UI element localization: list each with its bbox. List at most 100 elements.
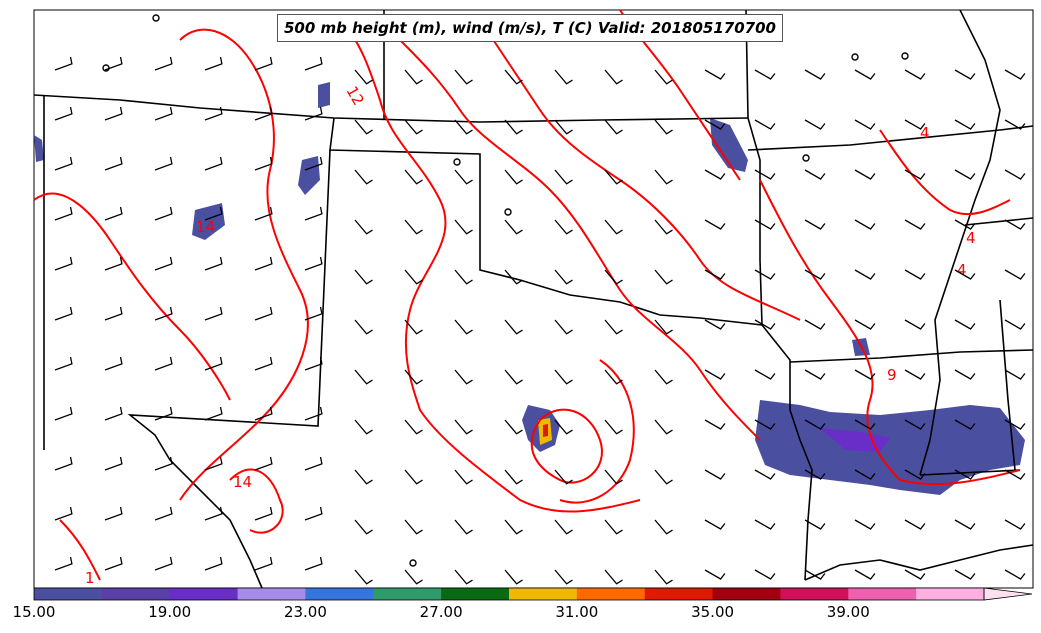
colorbar-segment	[780, 588, 849, 600]
colorbar-segment	[644, 588, 714, 600]
wind-barb	[454, 169, 473, 185]
wind-barbs	[54, 56, 1026, 585]
wind-barb	[954, 69, 976, 80]
wind-barb	[654, 519, 673, 535]
wind-barb	[254, 106, 273, 121]
station-marker	[152, 14, 160, 22]
wind-barb	[954, 319, 976, 330]
wind-barb	[604, 219, 623, 235]
wind-barb	[954, 569, 976, 580]
wind-barb	[654, 169, 673, 185]
wind-barb	[404, 469, 423, 485]
wind-barb	[104, 556, 123, 571]
wind-barb	[804, 269, 826, 280]
wind-barb	[654, 419, 673, 435]
wind-barb	[1004, 519, 1026, 530]
wind-barb	[54, 206, 73, 221]
wind-barb	[904, 569, 926, 580]
wind-barb	[354, 519, 373, 535]
wind-barb	[854, 319, 876, 330]
wind-barb	[754, 119, 776, 130]
wind-barb	[654, 269, 673, 285]
wind-barb	[904, 119, 926, 130]
contour-line-2	[179, 28, 309, 501]
wind-barb	[704, 419, 726, 430]
wind-barb	[554, 469, 573, 485]
wind-barb	[654, 119, 673, 135]
wind-barb	[954, 269, 976, 280]
station-marker	[453, 158, 461, 166]
wind-barb	[54, 256, 73, 271]
gulf-coast	[804, 544, 1034, 581]
wind-barb	[404, 369, 423, 385]
wind-barb	[854, 569, 876, 580]
wind-barb	[404, 419, 423, 435]
wind-barb	[54, 56, 73, 71]
wind-barb	[354, 169, 373, 185]
wind-barb	[804, 119, 826, 130]
border-missouri-west	[747, 117, 763, 326]
border-tennessee	[964, 217, 1034, 226]
wind-barb	[204, 556, 223, 571]
wind-barb	[604, 419, 623, 435]
wind-barb	[1004, 69, 1026, 80]
wind-barb	[154, 306, 173, 321]
shaded-region-colorado	[298, 156, 320, 195]
wind-barb	[204, 506, 223, 521]
wind-barb	[54, 356, 73, 371]
wind-barb	[704, 69, 726, 80]
wind-barb	[554, 269, 573, 285]
wind-barb	[854, 219, 876, 230]
wind-barb	[654, 569, 673, 585]
wind-barb	[754, 169, 776, 180]
wind-barb	[654, 369, 673, 385]
wind-barb	[254, 356, 273, 371]
wind-barb	[204, 106, 223, 121]
wind-barb	[754, 569, 776, 580]
colorbar-segment	[373, 588, 442, 600]
wind-barb	[854, 419, 876, 430]
wind-barb	[554, 69, 573, 85]
wind-barb	[304, 56, 323, 71]
wind-barb	[904, 519, 926, 530]
wind-barb	[704, 469, 726, 480]
wind-barb	[404, 519, 423, 535]
colorbar-tick-label: 39.00	[826, 603, 870, 621]
wind-barb	[454, 369, 473, 385]
wind-barb	[54, 306, 73, 321]
wind-barb	[454, 319, 473, 335]
wind-barb	[854, 269, 876, 280]
wind-barb	[404, 219, 423, 235]
wind-barb	[154, 106, 173, 121]
wind-barb	[704, 369, 726, 380]
station-marker	[504, 208, 512, 216]
wind-barb	[504, 319, 523, 335]
colorbar-segment	[169, 588, 239, 600]
wind-barb	[354, 269, 373, 285]
wind-barb	[204, 306, 223, 321]
wind-barb	[104, 406, 123, 421]
wind-barb	[904, 69, 926, 80]
wind-barb	[1004, 419, 1026, 430]
colorbar-tick-label: 27.00	[419, 603, 463, 621]
wind-barb	[554, 119, 573, 135]
wind-barb	[1004, 269, 1026, 280]
wind-barb	[754, 519, 776, 530]
map-title: 500 mb height (m), wind (m/s), T (C) Val…	[277, 14, 783, 42]
colorbar-segment	[916, 588, 985, 600]
wind-barb	[854, 369, 876, 380]
contour-label: 9	[887, 366, 897, 384]
temperature-contours	[33, 9, 1021, 581]
station-marker	[851, 53, 859, 61]
wind-barb	[154, 556, 173, 571]
colorbar-segment	[34, 588, 103, 600]
wind-barb	[704, 569, 726, 580]
wind-barb	[704, 319, 726, 330]
wind-barb	[654, 319, 673, 335]
station-marker	[409, 559, 417, 567]
contour-line-4	[399, 39, 761, 441]
wind-barb	[254, 456, 273, 471]
wind-barb	[804, 169, 826, 180]
wind-barb	[54, 106, 73, 121]
wind-barb	[754, 219, 776, 230]
